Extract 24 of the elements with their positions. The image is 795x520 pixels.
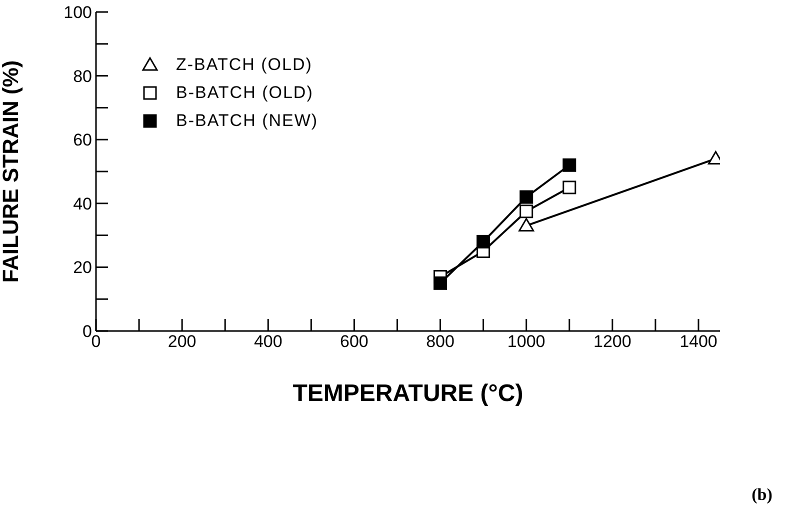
- x-tick-label: 1200: [594, 332, 632, 352]
- point: [520, 190, 534, 204]
- y-axis-title: FAILURE STRAIN (%): [0, 60, 23, 283]
- y-tick-label: 40: [73, 194, 92, 214]
- x-axis-title: TEMPERATURE (°C): [292, 380, 524, 407]
- legend-label: B-BATCH (OLD): [176, 83, 314, 103]
- y-tick-label: 60: [73, 130, 92, 150]
- x-tick-label: 800: [426, 332, 454, 352]
- point: [562, 158, 576, 172]
- x-tick-label: 600: [340, 332, 368, 352]
- y-tick-label: 20: [73, 258, 92, 278]
- x-tick-label: 200: [168, 332, 196, 352]
- x-tick-label: 1000: [507, 332, 546, 352]
- point: [476, 234, 490, 248]
- point: [520, 204, 534, 218]
- legend-label: B-BATCH (NEW): [176, 111, 318, 131]
- y-tick-label: 100: [64, 3, 92, 22]
- y-tick-label: 80: [73, 66, 92, 86]
- x-tick-label: 1400: [680, 332, 718, 352]
- point: [562, 180, 576, 194]
- legend-label: Z-BATCH (OLD): [176, 55, 312, 75]
- text: (b): [752, 485, 772, 504]
- point: [434, 276, 448, 290]
- x-tick-label: 400: [254, 332, 282, 352]
